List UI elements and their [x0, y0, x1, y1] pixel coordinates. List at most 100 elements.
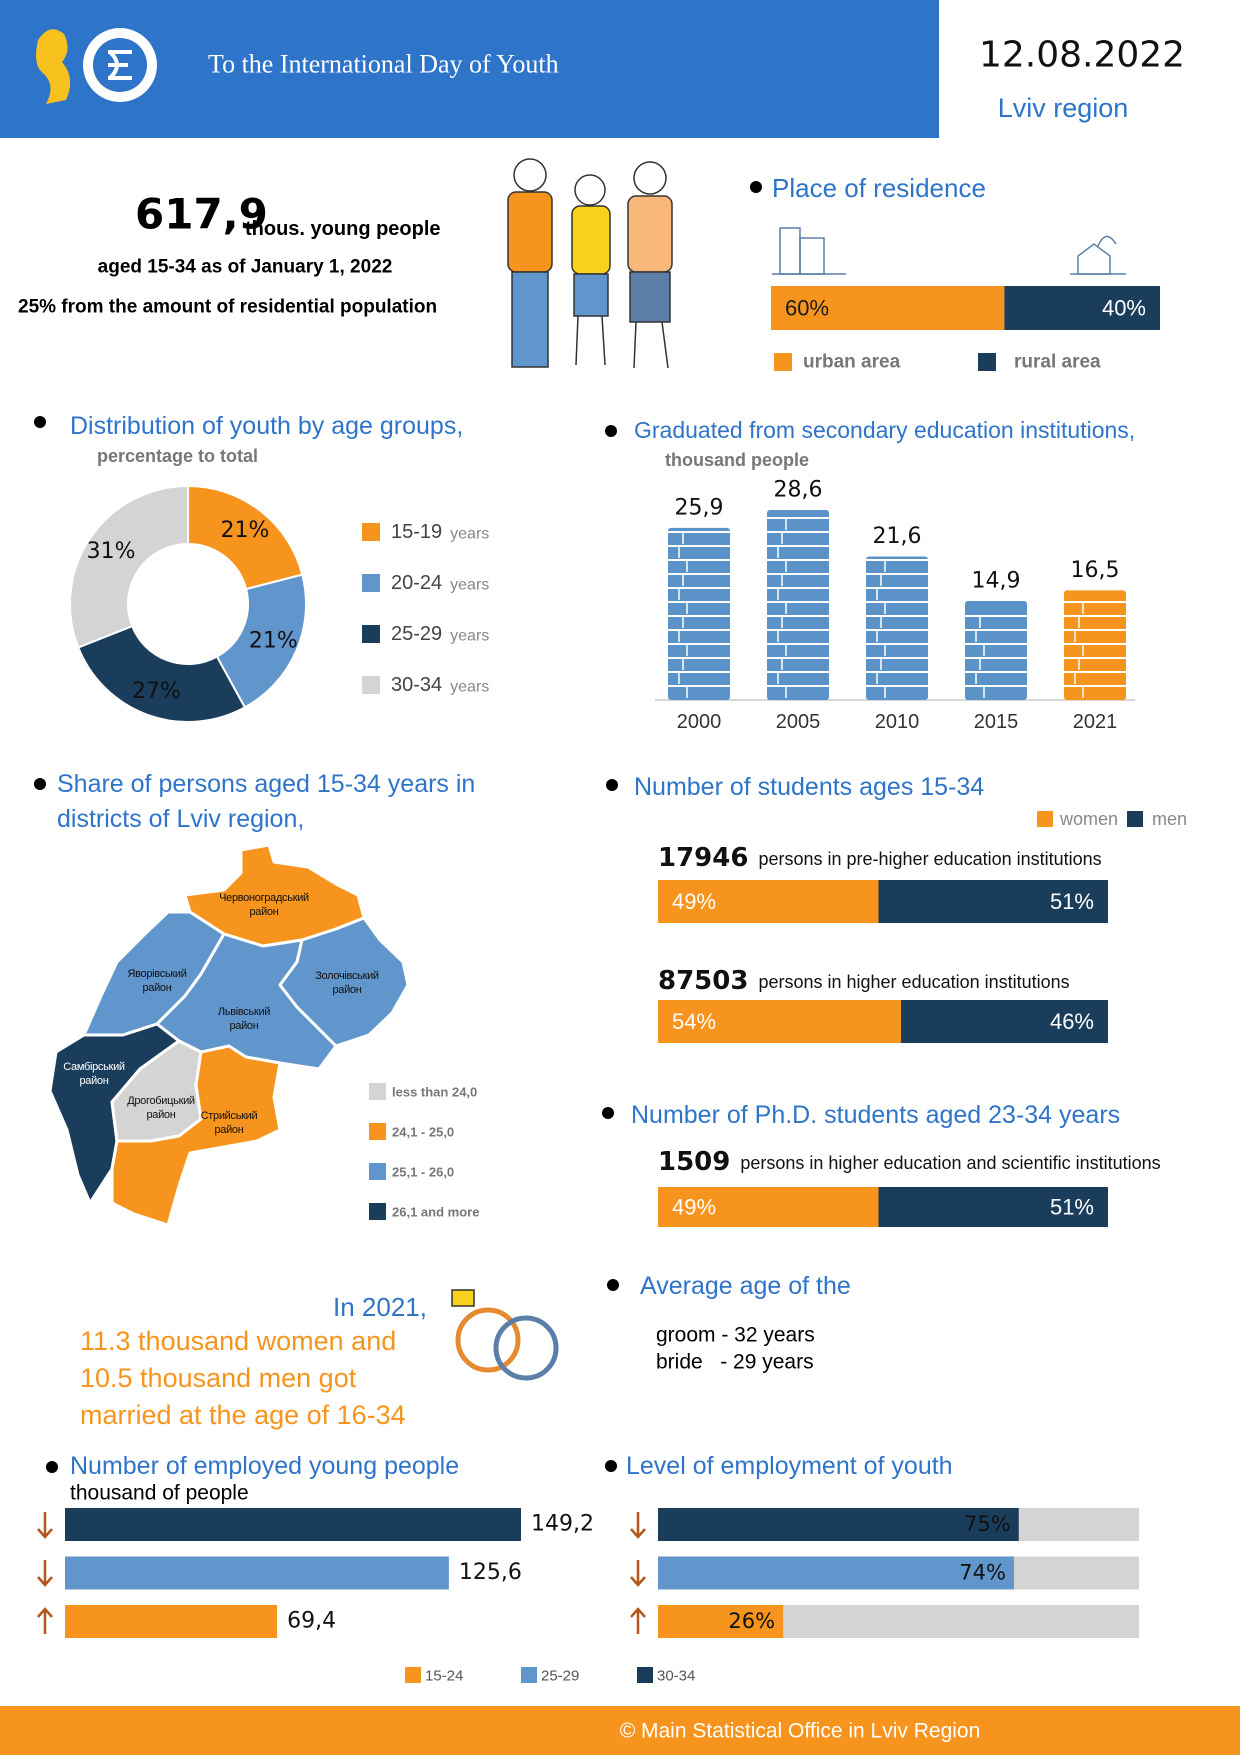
district-label: район	[146, 1109, 175, 1121]
legend-label: 15-24	[425, 1668, 463, 1685]
legend-label: 15-19	[391, 521, 442, 543]
bullet	[750, 181, 762, 193]
legend-swatch	[369, 1203, 386, 1220]
bar-segment	[901, 1000, 1108, 1043]
legend-swatch	[978, 353, 996, 371]
value-label: 49%	[672, 889, 716, 914]
district-label: район	[249, 906, 278, 918]
legend-swatch	[369, 1083, 386, 1100]
legend-swatch	[369, 1163, 386, 1180]
district-label: Яворівський	[127, 968, 186, 980]
bar-segment	[878, 880, 1108, 923]
value-label: 21%	[221, 518, 270, 543]
value-label: 26%	[728, 1609, 775, 1633]
legend-label: 20-24	[391, 572, 442, 594]
youth-line: 25% from the amount of residential popul…	[18, 297, 437, 318]
district-label: район	[79, 1075, 108, 1087]
footer-text: © Main Statistical Office in Lviv Region	[620, 1720, 981, 1743]
value-label: 46%	[1050, 1009, 1094, 1034]
section-title: Level of employment of youth	[626, 1452, 953, 1480]
value-label: 21%	[249, 628, 298, 653]
district-label: Стрийський	[201, 1110, 258, 1122]
people-illustration	[507, 158, 673, 369]
value-label: 74%	[959, 1561, 1006, 1585]
x-tick-label: 2005	[776, 711, 821, 733]
count-text: persons in pre-higher education institut…	[758, 849, 1101, 869]
legend-label: less than 24,0	[392, 1085, 477, 1100]
value-label: 31%	[87, 539, 136, 564]
legend-unit: years	[450, 526, 489, 543]
district	[278, 916, 410, 1048]
bar	[658, 1508, 1019, 1541]
legend-swatch	[362, 676, 380, 694]
legend-swatch	[362, 574, 380, 592]
bullet	[46, 1461, 58, 1473]
count: 17946	[658, 843, 748, 873]
marriage-line: married at the age of 16-34	[80, 1400, 406, 1430]
district-label: район	[229, 1020, 258, 1032]
bar-segment	[1004, 286, 1160, 330]
district-label: Дрогобицький	[127, 1095, 195, 1107]
legend-unit: years	[450, 679, 489, 696]
marriage-line: 11.3 thousand women and	[80, 1326, 396, 1356]
bullet	[34, 416, 46, 428]
legend-swatch	[362, 523, 380, 541]
district-label: район	[214, 1124, 243, 1136]
section-title: Distribution of youth by age groups,	[70, 412, 463, 440]
legend-swatch	[369, 1123, 386, 1140]
bullet	[602, 1107, 614, 1119]
value-label: 149,2	[531, 1512, 594, 1537]
district-label: Золочівський	[315, 970, 379, 982]
section-title: Number of Ph.D. students aged 23-34 year…	[631, 1101, 1120, 1129]
youth-unit: thous. young people	[245, 218, 441, 240]
bullet	[605, 1460, 617, 1472]
bullet	[605, 425, 617, 437]
section-title: Place of residence	[772, 173, 986, 203]
bullet	[34, 778, 46, 790]
district	[110, 1044, 282, 1227]
bar	[658, 1605, 784, 1638]
bar-segment	[771, 286, 1005, 330]
count: 1509	[658, 1147, 730, 1177]
section-title: Average age of the	[640, 1272, 851, 1300]
section-title: Graduated from secondary education insti…	[634, 417, 1135, 443]
section-subtitle: percentage to total	[97, 446, 258, 466]
legend-label: rural area	[1014, 352, 1101, 373]
value-label: 51%	[1050, 1195, 1094, 1220]
section-subtitle: thousand people	[665, 450, 809, 470]
value-label: 69,4	[287, 1609, 336, 1634]
bar-segment	[878, 1187, 1108, 1227]
x-tick-label: 2015	[974, 711, 1019, 733]
legend-label: 25-29	[391, 623, 442, 645]
legend-swatch	[1127, 811, 1143, 827]
section-title: districts of Lviv region,	[57, 805, 304, 833]
legend-label: 30-34	[391, 674, 442, 696]
youth-line: aged 15-34 as of January 1, 2022	[98, 257, 393, 278]
legend-label: 25,1 - 26,0	[392, 1165, 454, 1180]
value-label: 125,6	[459, 1560, 522, 1585]
age-line: groom - 32 years	[656, 1324, 815, 1347]
x-tick-label: 2021	[1073, 711, 1118, 733]
district-label: Червоноградський	[219, 892, 309, 904]
section-subtitle: thousand of people	[70, 1482, 249, 1505]
section-title: Number of students ages 15-34	[634, 773, 984, 801]
legend-swatch	[362, 625, 380, 643]
section-title: Share of persons aged 15-34 years in	[57, 770, 475, 798]
district-label: район	[332, 984, 361, 996]
bar	[658, 1556, 1014, 1590]
bullet	[607, 1279, 619, 1291]
bar	[1064, 590, 1126, 700]
legend-label: women	[1059, 809, 1118, 829]
legend-unit: years	[450, 628, 489, 645]
footer-band	[0, 1706, 1240, 1755]
count-text: persons in higher education institutions	[758, 972, 1069, 992]
bar-segment	[658, 1187, 879, 1227]
legend-unit: years	[450, 577, 489, 594]
bullet	[606, 779, 618, 791]
value-label: 54%	[672, 1009, 716, 1034]
count-text: persons in higher education and scientif…	[740, 1153, 1160, 1173]
district-label: Самбірський	[63, 1061, 125, 1073]
legend-label: urban area	[803, 352, 901, 373]
value-label: 51%	[1050, 889, 1094, 914]
